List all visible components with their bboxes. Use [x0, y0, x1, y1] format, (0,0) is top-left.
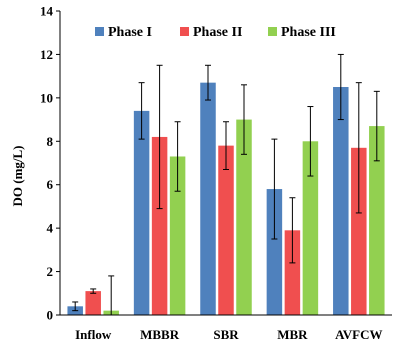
legend-item: Phase I	[95, 25, 152, 40]
bar-phase-iii	[236, 119, 252, 315]
bars-group	[67, 82, 385, 316]
legend-item: Phase III	[268, 25, 336, 40]
x-axis: Inflow MBBR SBR MBR AVFCW	[60, 314, 392, 342]
bar-phase-iii	[369, 126, 385, 315]
bar-phase-ii	[218, 145, 234, 315]
legend: Phase I Phase II Phase III	[95, 25, 336, 40]
y-tick-label: 12	[40, 47, 53, 62]
y-tick-label: 6	[47, 177, 54, 192]
legend-swatch	[95, 27, 104, 36]
bar-phase-ii	[151, 136, 168, 315]
legend-label: Phase II	[193, 25, 242, 40]
y-tick-label: 14	[40, 4, 54, 19]
legend-swatch	[268, 27, 277, 36]
x-tick-label: MBR	[277, 327, 308, 342]
error-bars-group	[72, 53, 380, 316]
legend-swatch	[180, 27, 189, 36]
bar-phase-i	[266, 189, 283, 315]
y-axis-title: DO (mg/L)	[10, 145, 25, 206]
y-tick-label: 2	[47, 264, 54, 279]
bar-phase-ii	[284, 230, 301, 315]
x-tick-label: Inflow	[75, 327, 112, 342]
legend-label: Phase III	[281, 25, 336, 40]
y-tick-label: 0	[47, 308, 54, 323]
bar-phase-i	[333, 87, 349, 315]
x-tick-label: AVFCW	[335, 327, 382, 342]
bar-phase-ii	[351, 147, 367, 315]
bar-phase-iii	[302, 141, 319, 315]
x-tick-label: SBR	[213, 327, 239, 342]
bar-phase-i	[200, 82, 216, 316]
legend-item: Phase II	[180, 25, 242, 40]
y-tick-label: 8	[47, 134, 54, 149]
x-tick-label: MBBR	[140, 327, 180, 342]
bar-phase-ii	[85, 291, 101, 315]
y-axis: 0 2 4 6 8 10 12 14	[40, 4, 61, 323]
legend-label: Phase I	[108, 25, 152, 40]
bar-phase-i	[133, 110, 150, 315]
y-tick-label: 10	[40, 90, 53, 105]
bar-phase-iii	[169, 156, 186, 315]
y-tick-label: 4	[47, 221, 54, 236]
